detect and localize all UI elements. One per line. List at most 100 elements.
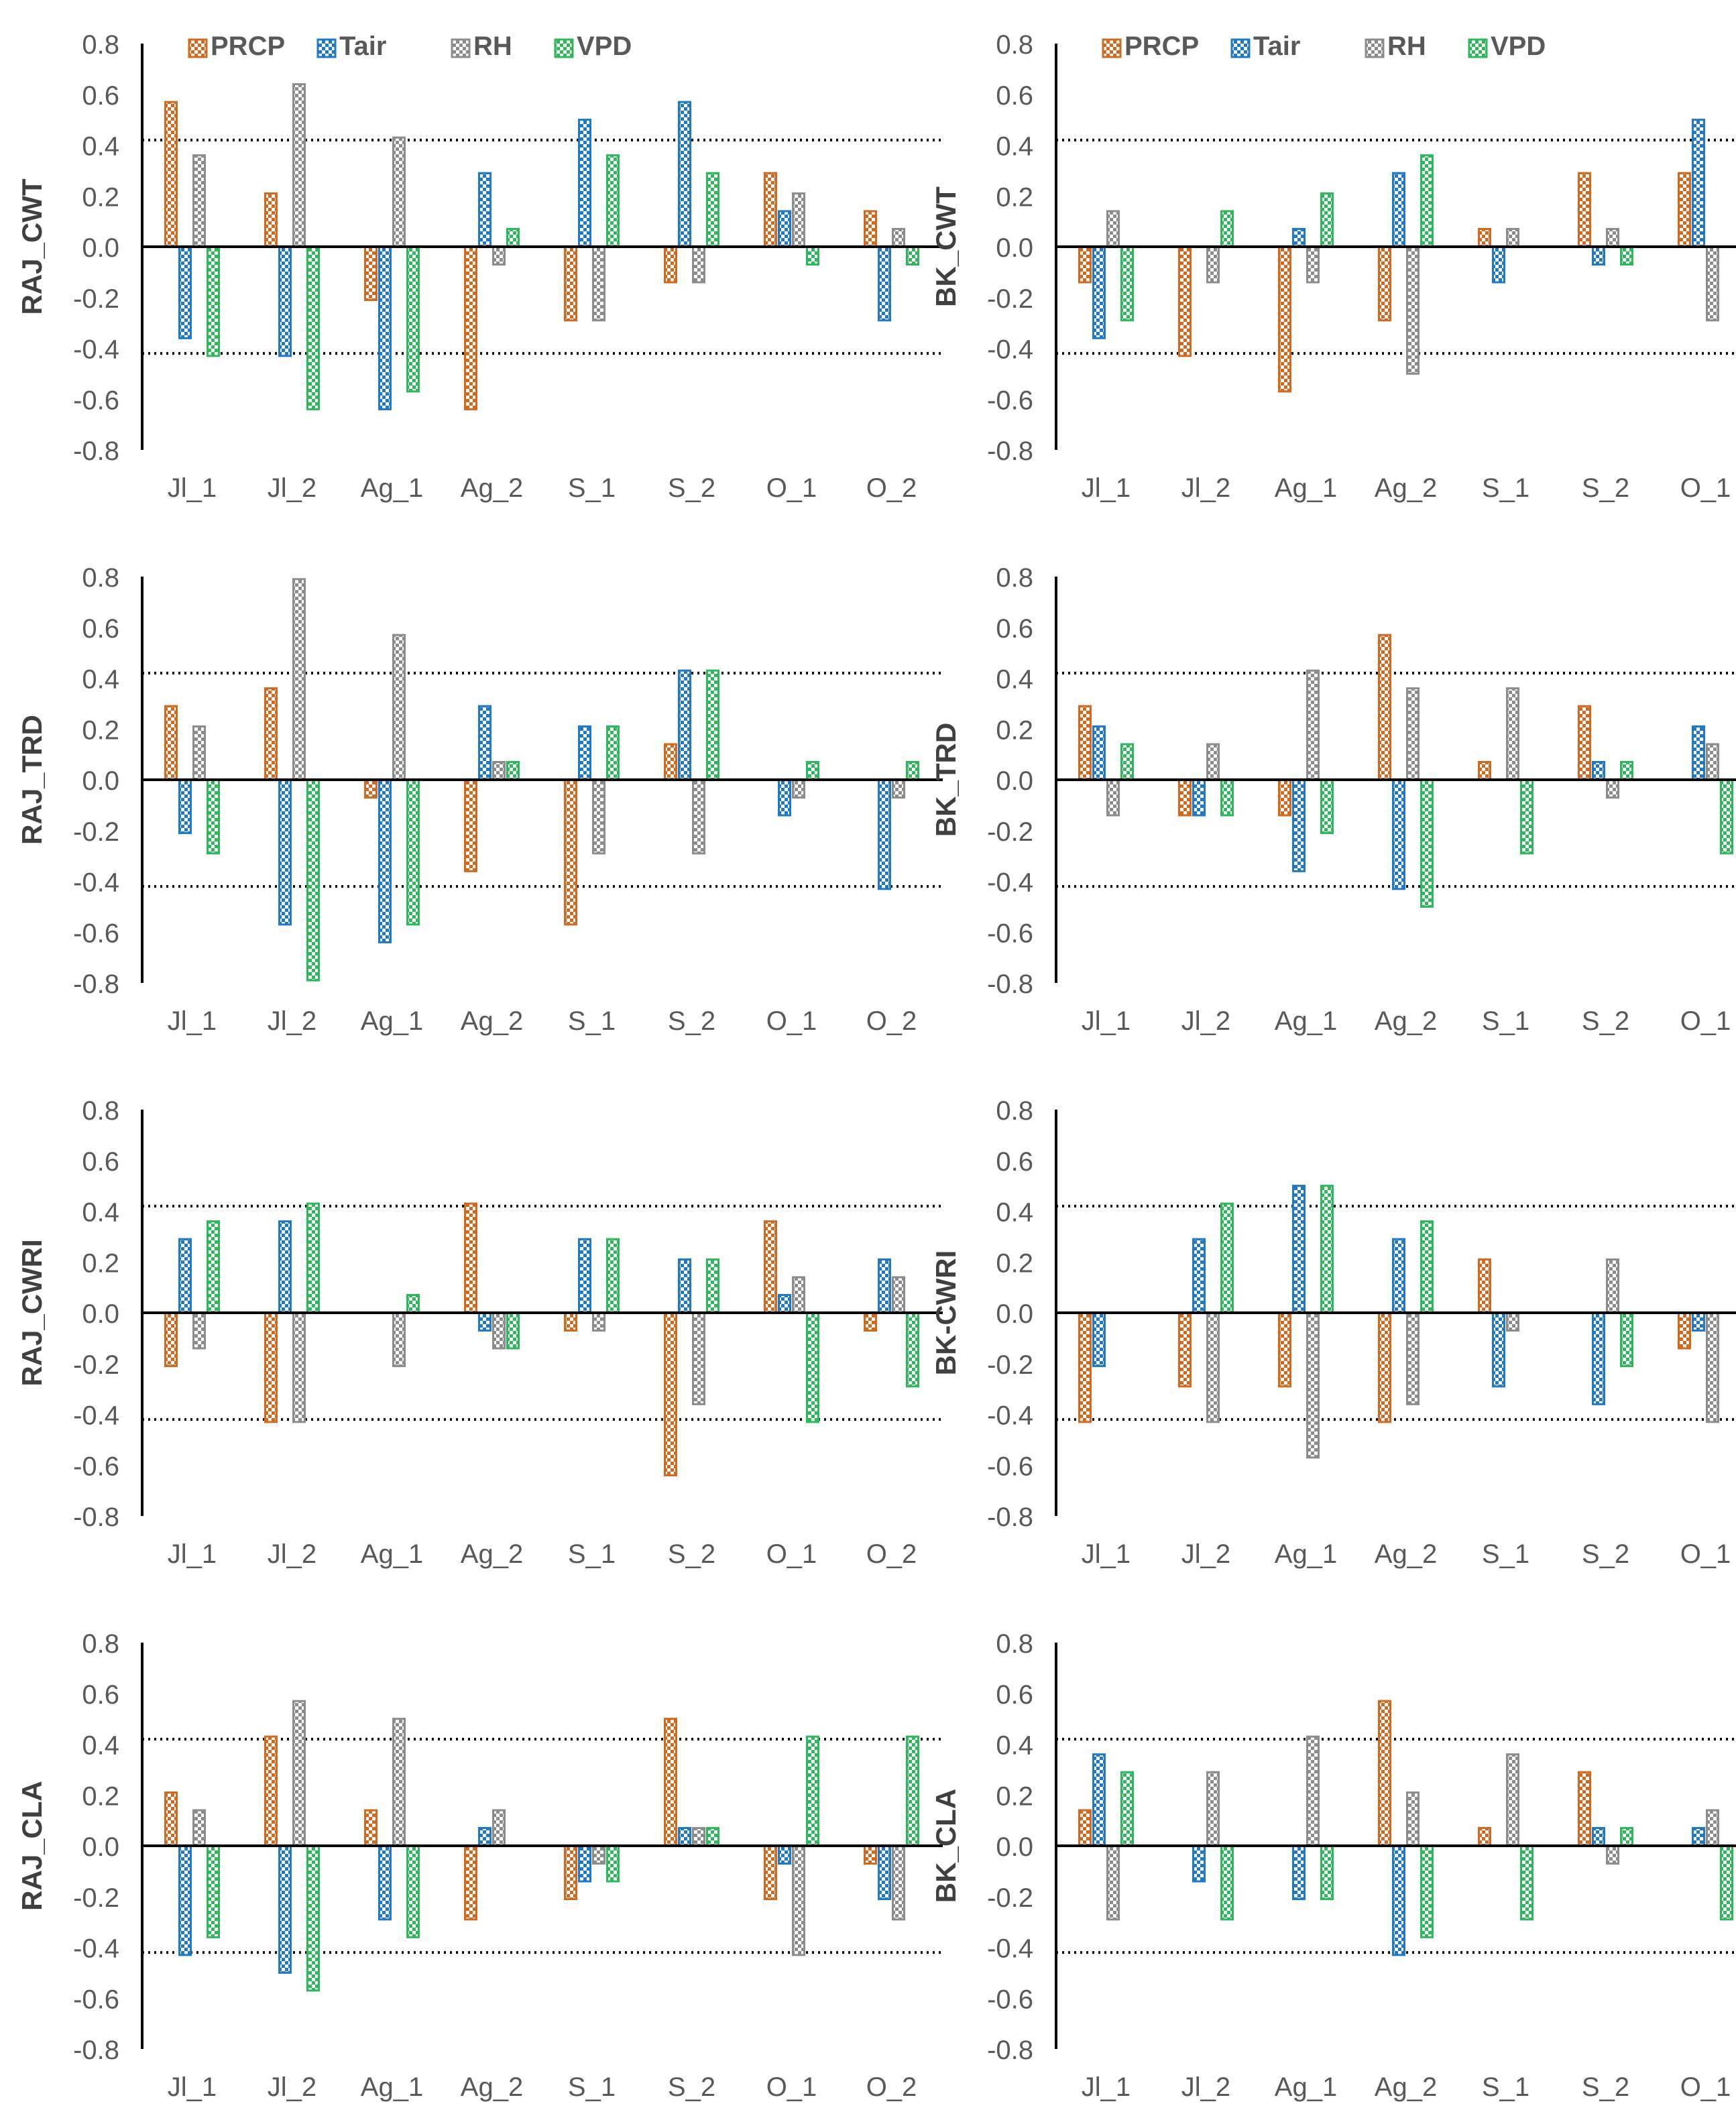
bar-tair-jl_1 — [178, 245, 192, 339]
bar-vpd-ag_2 — [506, 760, 520, 781]
bar-rh-jl_2 — [292, 578, 306, 781]
bar-vpd-o_2 — [906, 760, 919, 781]
y-tick-label: 0.2 — [82, 1248, 119, 1278]
bar-tair-jl_2 — [278, 1844, 292, 1974]
bar-vpd-s_1 — [606, 1844, 620, 1883]
y-tick-label: -0.8 — [987, 436, 1033, 466]
bar-tair-o_1 — [778, 1293, 791, 1314]
x-tick-label: O_1 — [766, 1539, 817, 1569]
bar-tair-jl_2 — [278, 245, 292, 357]
x-tick-label: Ag_1 — [361, 1539, 423, 1569]
bar-vpd-ag_2 — [1420, 1220, 1434, 1314]
x-tick-label: Jl_1 — [1082, 473, 1131, 503]
bar-prcp-jl_2 — [264, 1735, 278, 1847]
bar-prcp-s_2 — [1578, 172, 1591, 248]
legend-label-tair: Tair — [339, 32, 386, 61]
bar-prcp-o_2 — [864, 1311, 877, 1332]
y-tick-label: -0.2 — [987, 284, 1033, 314]
bar-prcp-ag_2 — [464, 1202, 477, 1314]
bar-rh-jl_1 — [1106, 1844, 1120, 1921]
x-tick-label: O_1 — [1680, 473, 1731, 503]
bar-vpd-ag_2 — [506, 1311, 520, 1350]
y-tick-label: 0.6 — [82, 1147, 119, 1177]
bar-vpd-s_1 — [1520, 1844, 1534, 1921]
bar-rh-s_2 — [692, 778, 705, 855]
x-tick-label: S_1 — [568, 1539, 616, 1569]
y-tick-label: 0.8 — [82, 1629, 119, 1659]
bar-rh-jl_1 — [192, 154, 206, 248]
bar-rh-o_2 — [892, 1276, 905, 1314]
bar-rh-o_1 — [792, 1276, 805, 1314]
bar-rh-jl_2 — [292, 1311, 306, 1423]
chart-panel-bk_cla: 0.8 0.6 0.4 0.2 0.0 -0.2 -0.4 -0.6 -0.8 BK_CLA Jl_… — [930, 1629, 1736, 2102]
bar-vpd-jl_2 — [1220, 210, 1234, 248]
y-tick-label: 0.6 — [996, 1680, 1033, 1710]
bar-prcp-o_1 — [764, 1220, 777, 1314]
bar-vpd-s_2 — [706, 172, 719, 248]
bar-tair-o_2 — [878, 1844, 891, 1901]
x-tick-label: S_2 — [1582, 2072, 1629, 2102]
bar-tair-jl_1 — [1092, 1753, 1106, 1847]
bar-rh-s_2 — [692, 1826, 705, 1847]
bar-tair-ag_1 — [1292, 1844, 1306, 1901]
y-tick-label: -0.6 — [987, 386, 1033, 415]
bar-tair-s_2 — [678, 1826, 691, 1847]
y-tick-label: 0.8 — [82, 30, 119, 60]
x-tick-label: Ag_2 — [461, 2072, 523, 2102]
bar-rh-s_1 — [592, 778, 605, 855]
bar-prcp-jl_2 — [1178, 778, 1192, 817]
x-tick-label: S_2 — [668, 1006, 715, 1036]
bar-prcp-s_2 — [1578, 1771, 1591, 1847]
legend-swatch-tair — [316, 38, 337, 58]
bar-rh-ag_2 — [1406, 1311, 1420, 1405]
bar-vpd-s_2 — [1620, 245, 1633, 266]
legend-label-rh: RH — [473, 32, 512, 61]
bar-rh-s_2 — [1606, 227, 1619, 248]
x-tick-label: S_2 — [668, 1539, 715, 1569]
bar-vpd-ag_1 — [1320, 1185, 1334, 1314]
bar-tair-jl_1 — [178, 1238, 192, 1314]
bar-tair-s_2 — [678, 669, 691, 781]
x-tick-label: Ag_1 — [1275, 473, 1337, 503]
bar-prcp-o_1 — [764, 1844, 777, 1901]
x-tick-label: O_2 — [866, 2072, 917, 2102]
y-tick-label: -0.4 — [73, 1401, 119, 1431]
y-tick-label: -0.4 — [987, 335, 1033, 365]
x-tick-label: Jl_1 — [1082, 1006, 1131, 1036]
x-tick-label: O_1 — [1680, 1539, 1731, 1569]
bar-rh-s_2 — [1606, 1844, 1619, 1865]
x-tick-label: S_1 — [568, 1006, 616, 1036]
bar-prcp-jl_1 — [1078, 245, 1092, 284]
bar-tair-o_2 — [878, 245, 891, 322]
y-tick-label: 0.0 — [82, 1299, 119, 1329]
bar-vpd-jl_1 — [207, 778, 220, 855]
x-tick-label: Ag_2 — [1375, 473, 1437, 503]
bar-tair-o_2 — [878, 1258, 891, 1314]
bar-prcp-ag_1 — [1278, 1311, 1291, 1388]
bar-prcp-ag_1 — [1278, 245, 1291, 393]
legend-label-vpd: VPD — [577, 32, 632, 61]
bar-prcp-jl_2 — [264, 687, 278, 781]
bar-rh-o_1 — [1706, 245, 1719, 322]
y-axis-title: BK-CWRI — [930, 1250, 962, 1376]
bar-vpd-s_1 — [606, 1238, 620, 1314]
x-tick-label: Jl_2 — [1181, 1006, 1230, 1036]
bar-prcp-jl_1 — [164, 705, 178, 781]
bar-tair-jl_2 — [278, 778, 292, 926]
bar-rh-s_1 — [592, 1844, 605, 1865]
y-tick-label: -0.6 — [73, 1452, 119, 1481]
bar-rh-o_1 — [792, 1844, 805, 1956]
y-tick-label: 0.6 — [82, 1680, 119, 1710]
x-tick-label: S_2 — [1582, 1006, 1629, 1036]
bar-rh-ag_2 — [492, 245, 506, 266]
bar-tair-o_1 — [1692, 1311, 1705, 1332]
bar-vpd-ag_1 — [406, 245, 420, 393]
bar-tair-ag_1 — [1292, 778, 1306, 872]
bar-rh-ag_2 — [492, 1311, 506, 1350]
bar-tair-ag_2 — [478, 1826, 491, 1847]
x-tick-label: S_2 — [668, 2072, 715, 2102]
y-tick-label: 0.2 — [996, 182, 1033, 212]
y-tick-label: 0.2 — [82, 1781, 119, 1811]
